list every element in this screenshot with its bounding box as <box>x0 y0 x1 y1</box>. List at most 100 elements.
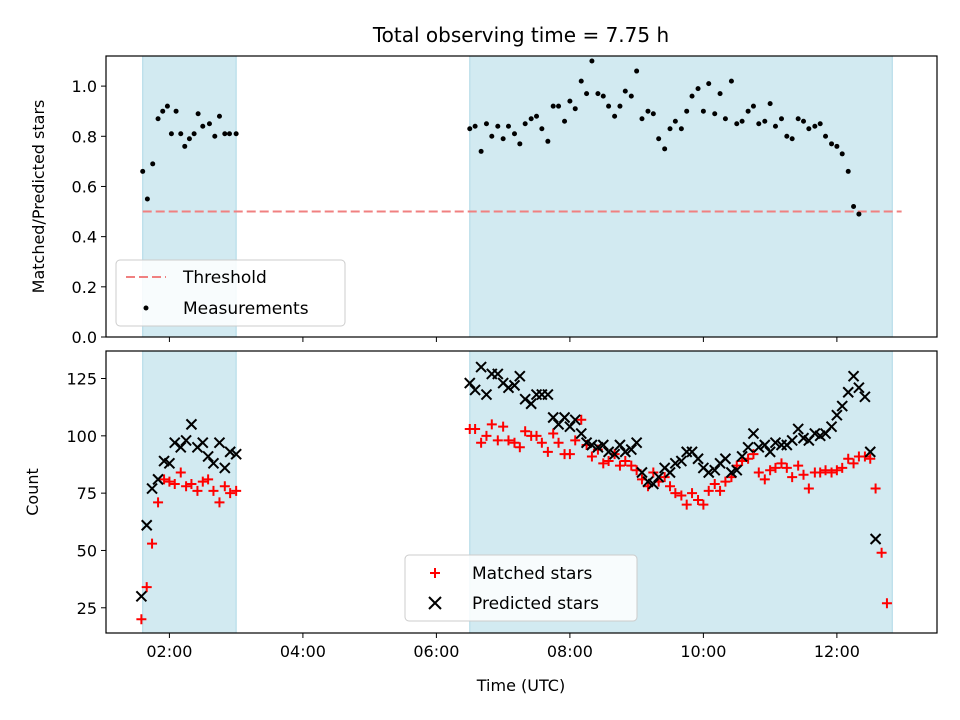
data-point <box>881 598 892 609</box>
data-point <box>675 455 688 467</box>
legend-box <box>115 259 346 327</box>
data-point <box>672 118 678 124</box>
data-point <box>676 490 687 501</box>
legend-measurements-swatch <box>143 305 149 311</box>
data-point <box>815 467 826 478</box>
axes-frame <box>105 55 938 338</box>
data-point <box>750 103 756 109</box>
data-point <box>665 481 676 492</box>
data-point <box>197 476 208 487</box>
data-point <box>191 131 197 137</box>
data-point <box>837 462 848 473</box>
y-tick-label: 75 <box>77 484 97 503</box>
data-point <box>136 614 147 625</box>
data-point <box>230 448 242 460</box>
data-point <box>476 437 487 448</box>
data-point <box>569 414 581 426</box>
x-tick-label: 08:00 <box>547 642 593 661</box>
data-point <box>719 453 732 465</box>
data-point <box>762 118 768 124</box>
data-point <box>500 136 506 142</box>
data-point <box>489 133 495 139</box>
data-point <box>522 121 528 127</box>
data-point <box>848 458 859 469</box>
y-tick-label: 0.6 <box>72 177 97 196</box>
data-point <box>595 91 601 97</box>
data-point <box>736 450 748 463</box>
data-point <box>169 478 180 489</box>
data-point <box>753 467 764 478</box>
data-point <box>553 437 564 448</box>
data-point <box>140 168 146 174</box>
data-point <box>687 488 698 499</box>
data-point <box>542 446 553 457</box>
data-point <box>731 464 743 476</box>
plot-area <box>140 0 904 217</box>
data-point <box>695 86 701 92</box>
data-point <box>550 103 556 109</box>
data-point <box>492 435 503 446</box>
data-point <box>728 78 734 84</box>
data-point <box>853 381 865 394</box>
data-point <box>534 113 540 119</box>
data-point <box>614 439 626 451</box>
series-predicted-stars <box>135 361 882 603</box>
data-point <box>645 108 651 114</box>
data-point <box>498 421 509 432</box>
data-point <box>539 126 545 132</box>
data-point <box>709 478 720 489</box>
data-point <box>715 485 726 496</box>
axes-frame <box>105 350 938 634</box>
data-point <box>626 460 637 471</box>
data-point <box>684 108 690 114</box>
data-point <box>173 108 179 114</box>
y-tick-label: 0.8 <box>72 127 97 146</box>
data-point <box>141 582 152 593</box>
data-point <box>652 471 665 483</box>
data-point <box>786 434 798 447</box>
data-point <box>619 446 631 458</box>
top-panel-ratio: 0.0 0.2 0.4 0.6 0.8 1.0 Matched/Predicted star… <box>29 0 938 347</box>
legend: Threshold Measurements <box>115 259 346 327</box>
data-point <box>150 161 156 167</box>
data-point <box>798 469 809 480</box>
data-point <box>164 103 170 109</box>
data-point <box>650 111 656 117</box>
data-point <box>141 519 153 531</box>
data-point <box>634 68 640 74</box>
bottom-panel-counts: 25 50 75 100 125 02:00 04:00 06:00 08:00 10:00 12:… <box>23 350 938 661</box>
data-point <box>197 436 209 449</box>
data-point <box>517 141 523 147</box>
data-point <box>620 456 631 467</box>
y-tick-label: 125 <box>66 370 97 389</box>
data-point <box>208 485 219 496</box>
legend-predicted-label: Predicted stars <box>472 594 599 614</box>
data-point <box>216 113 222 119</box>
data-point <box>175 467 186 478</box>
data-point <box>163 457 176 470</box>
y-tick-label: 25 <box>77 599 97 618</box>
data-point <box>647 478 660 490</box>
data-point <box>876 547 887 558</box>
data-point <box>769 436 782 449</box>
data-point <box>589 58 595 64</box>
data-point <box>899 0 904 3</box>
data-point <box>712 111 718 117</box>
data-point <box>207 457 220 470</box>
legend-measurements-label: Measurements <box>183 299 309 319</box>
data-point <box>839 151 845 157</box>
data-point <box>556 103 562 109</box>
data-point <box>767 101 773 107</box>
data-point <box>709 464 721 476</box>
data-point <box>628 93 634 99</box>
series-measurements <box>140 0 904 217</box>
data-point <box>178 131 184 137</box>
x-tick-label: 02:00 <box>146 642 192 661</box>
data-point <box>703 466 715 479</box>
data-point <box>772 123 778 129</box>
data-point <box>578 78 584 84</box>
data-point <box>803 483 814 494</box>
data-point <box>514 442 525 453</box>
data-point <box>153 497 164 508</box>
data-point <box>825 420 838 433</box>
